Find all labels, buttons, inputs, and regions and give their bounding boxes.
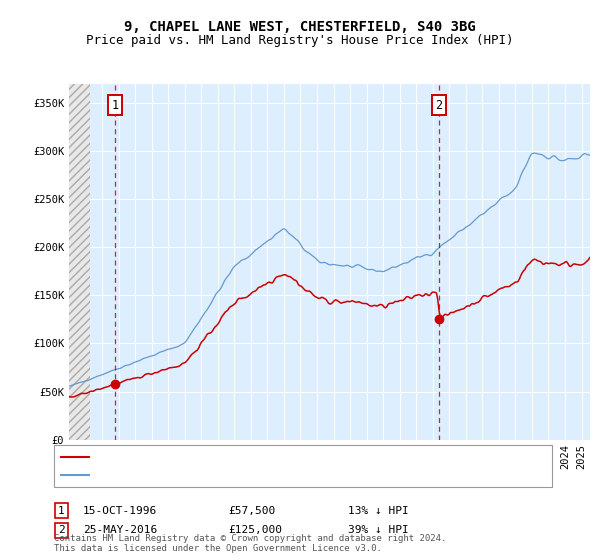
Text: HPI: Average price, detached house, Chesterfield: HPI: Average price, detached house, Ches…	[95, 470, 419, 480]
Text: £125,000: £125,000	[228, 525, 282, 535]
Text: 1: 1	[112, 99, 119, 111]
Text: 39% ↓ HPI: 39% ↓ HPI	[348, 525, 409, 535]
Text: 1: 1	[58, 506, 65, 516]
Text: £57,500: £57,500	[228, 506, 275, 516]
Bar	[69, 84, 91, 440]
Bar	[69, 84, 91, 440]
Text: 13% ↓ HPI: 13% ↓ HPI	[348, 506, 409, 516]
Text: 9, CHAPEL LANE WEST, CHESTERFIELD, S40 3BG: 9, CHAPEL LANE WEST, CHESTERFIELD, S40 3…	[124, 20, 476, 34]
Text: 2: 2	[436, 99, 443, 111]
Text: 2: 2	[58, 525, 65, 535]
Text: Contains HM Land Registry data © Crown copyright and database right 2024.
This d: Contains HM Land Registry data © Crown c…	[54, 534, 446, 553]
Text: 9, CHAPEL LANE WEST, CHESTERFIELD, S40 3BG (detached house): 9, CHAPEL LANE WEST, CHESTERFIELD, S40 3…	[95, 451, 493, 461]
Text: 15-OCT-1996: 15-OCT-1996	[83, 506, 157, 516]
Text: 25-MAY-2016: 25-MAY-2016	[83, 525, 157, 535]
Text: Price paid vs. HM Land Registry's House Price Index (HPI): Price paid vs. HM Land Registry's House …	[86, 34, 514, 46]
